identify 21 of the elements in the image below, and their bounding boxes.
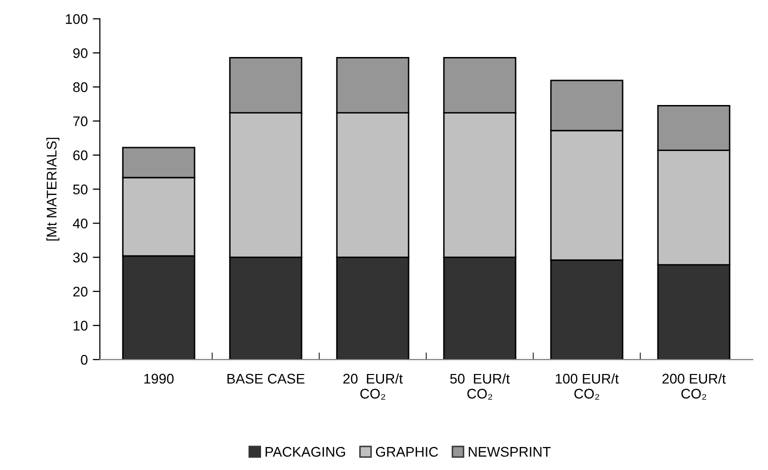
- y-tick-label: 10: [74, 320, 88, 331]
- y-axis-title: [Mt MATERIALS]: [46, 138, 60, 241]
- x-tick-label: 20 EUR/t CO₂: [343, 373, 403, 400]
- y-tick-label: 90: [73, 48, 88, 58]
- legend-label: GRAPHIC: [376, 446, 438, 457]
- y-tick-label: 30: [73, 252, 88, 262]
- y-tick-label: 60: [73, 150, 88, 160]
- x-tick-label: 100 EUR/t CO₂: [556, 373, 619, 400]
- legend-label: PACKAGING: [266, 446, 346, 457]
- y-tick-label: 80: [73, 82, 88, 92]
- y-tick-label: 70: [73, 116, 88, 126]
- x-tick-label: BASE CASE: [227, 374, 304, 384]
- y-tick-label: 100: [66, 14, 88, 24]
- y-tick-label: 40: [72, 218, 88, 228]
- x-tick-label: 50 EUR/t CO₂: [450, 373, 510, 400]
- x-tick-label: 200 EUR/t CO₂: [662, 373, 726, 400]
- y-tick-label: 20: [73, 286, 88, 297]
- y-tick-label: 0: [80, 354, 88, 365]
- legend-label: NEWSPRINT: [468, 446, 551, 457]
- y-tick-label: 50: [73, 184, 88, 194]
- x-tick-label: 1990: [144, 374, 174, 384]
